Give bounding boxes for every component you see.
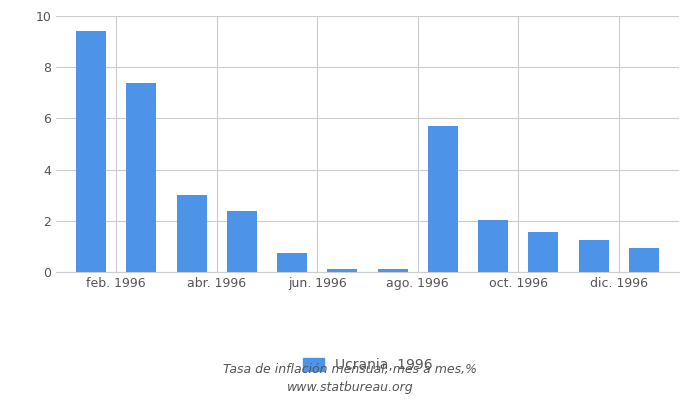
Legend: Ucrania, 1996: Ucrania, 1996 xyxy=(298,352,438,378)
Bar xyxy=(428,126,458,272)
Bar xyxy=(629,248,659,272)
Bar xyxy=(176,195,206,272)
Bar xyxy=(578,240,609,272)
Bar xyxy=(126,82,157,272)
Bar xyxy=(277,253,307,272)
Bar xyxy=(227,210,257,272)
Bar xyxy=(478,220,508,272)
Bar xyxy=(528,232,559,272)
Bar xyxy=(377,270,407,272)
Text: www.statbureau.org: www.statbureau.org xyxy=(287,382,413,394)
Bar xyxy=(76,31,106,272)
Bar xyxy=(328,270,358,272)
Text: Tasa de inflación mensual, mes a mes,%: Tasa de inflación mensual, mes a mes,% xyxy=(223,364,477,376)
